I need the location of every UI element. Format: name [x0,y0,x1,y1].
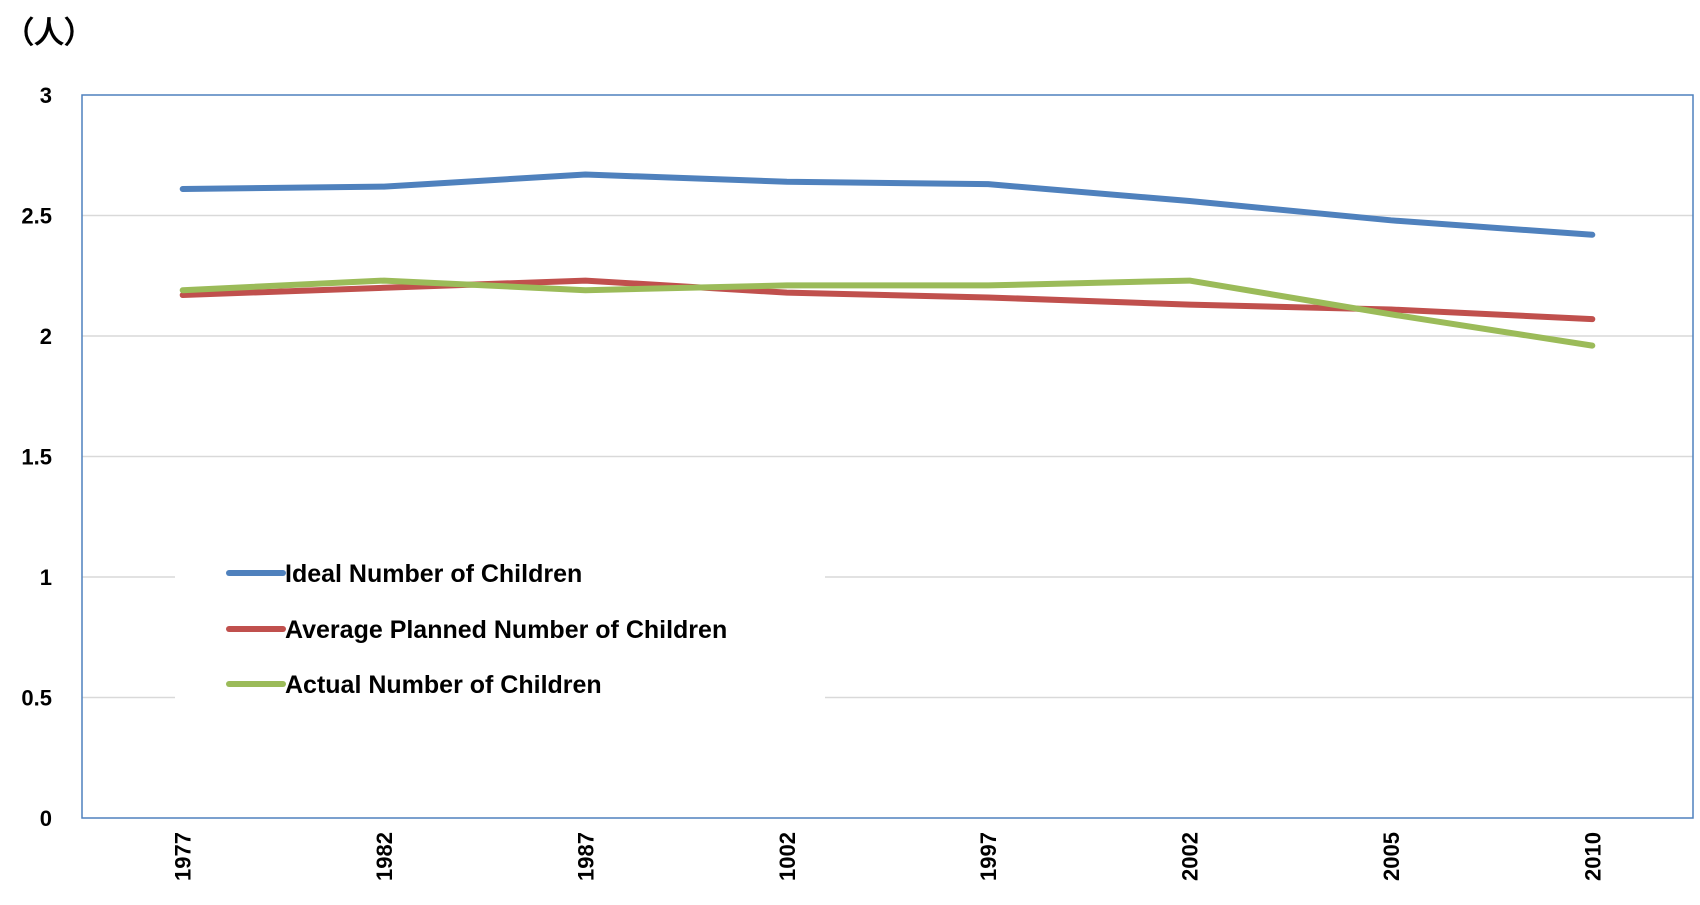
x-tick-label: 1977 [171,832,196,881]
series-line-3 [179,277,1596,349]
legend-background [175,560,825,735]
legend-label-1: Ideal Number of Children [285,560,582,588]
legend: Ideal Number of Children Average Planned … [226,560,727,699]
x-tick-label: 2005 [1379,832,1404,881]
x-tick-label: 2002 [1178,832,1203,881]
legend-label-3: Actual Number of Children [285,671,602,699]
x-tick-label: 1982 [372,832,397,881]
y-tick-label: 3 [40,83,52,108]
y-tick-label: 0.5 [21,686,52,711]
series-lines [179,171,1596,349]
plot-area-border [81,94,1694,819]
y-axis-ticks: 0 0.5 1 1.5 2 2.5 3 [21,83,52,831]
y-tick-label: 2 [40,324,52,349]
x-axis-ticks: 1977 1982 1987 1002 1997 2002 2005 2010 [171,832,1606,881]
y-tick-label: 0 [40,806,52,831]
x-tick-label: 1997 [976,832,1001,881]
y-axis-unit-label: （人） [4,16,94,51]
y-tick-label: 2.5 [21,204,52,229]
legend-label-2: Average Planned Number of Children [285,616,727,644]
x-tick-label: 1987 [573,832,598,881]
y-tick-label: 1 [40,565,52,590]
x-tick-label: 1002 [775,832,800,881]
series-line-1 [179,171,1596,238]
x-tick-label: 2010 [1580,832,1605,881]
y-tick-label: 1.5 [21,445,52,470]
